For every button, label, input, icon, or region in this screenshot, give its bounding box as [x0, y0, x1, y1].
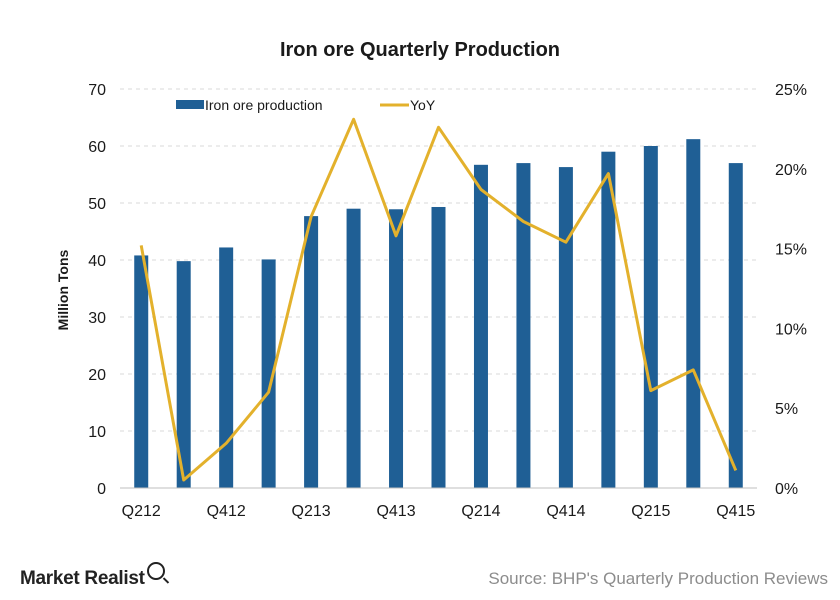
x-tick-label: Q215	[631, 503, 670, 520]
x-tick-label: Q414	[546, 503, 585, 520]
chart-title: Iron ore Quarterly Production	[280, 39, 560, 61]
bar	[176, 261, 191, 488]
x-tick-label: Q212	[122, 503, 161, 520]
y-left-tick-label: 40	[88, 253, 106, 270]
chart: Iron ore Quarterly Production 0 10 20 30 40 5…	[55, 39, 807, 520]
bar	[304, 216, 319, 489]
y-left-tick-label: 10	[88, 424, 106, 441]
y-right-tick-label: 25%	[775, 82, 807, 99]
brand-name: Market Realist	[20, 568, 145, 589]
y-right-tick-label: 15%	[775, 242, 807, 259]
legend-label-yoy: YoY	[410, 97, 436, 113]
bar	[261, 259, 276, 488]
y-right-tick-label: 5%	[775, 401, 798, 418]
y-left-tick-label: 50	[88, 196, 106, 213]
magnifier-icon	[146, 562, 165, 580]
y-left-tick-label: 0	[97, 481, 106, 498]
bar	[686, 139, 701, 488]
bar	[473, 164, 488, 488]
legend: Iron ore production YoY	[176, 97, 436, 113]
bar	[389, 209, 404, 488]
y-left-tick-label: 30	[88, 310, 106, 327]
source-note: Source: BHP's Quarterly Production Revie…	[488, 569, 828, 588]
y-right-tick-label: 20%	[775, 162, 807, 179]
x-tick-label: Q415	[716, 503, 755, 520]
x-tick-label: Q214	[461, 503, 500, 520]
x-tick-label: Q213	[292, 503, 331, 520]
bar	[516, 163, 531, 488]
bar-series	[134, 139, 743, 489]
line-series	[139, 117, 738, 482]
y-left-tick-label: 60	[88, 139, 106, 156]
bar	[346, 208, 361, 488]
axes: 0 10 20 30 40 50 60 70 0% 5% 10% 15% 20% 25% Q212 Q412 Q…	[88, 82, 807, 520]
legend-swatch-production	[176, 100, 204, 109]
bar	[558, 167, 573, 488]
y-left-tick-label: 70	[88, 82, 106, 99]
y-axis-label: Million Tons	[55, 249, 71, 330]
y-right-tick-label: 0%	[775, 481, 798, 498]
bar	[134, 255, 149, 488]
brand-logo: Market Realist	[20, 562, 165, 590]
bar	[643, 146, 658, 488]
y-right-tick-label: 10%	[775, 321, 807, 338]
x-tick-label: Q412	[207, 503, 246, 520]
legend-label-production: Iron ore production	[205, 97, 323, 113]
bar	[431, 206, 446, 489]
bar	[601, 151, 616, 488]
bar	[728, 163, 743, 488]
bar	[219, 247, 234, 488]
y-left-tick-label: 20	[88, 367, 106, 384]
x-tick-label: Q413	[376, 503, 415, 520]
